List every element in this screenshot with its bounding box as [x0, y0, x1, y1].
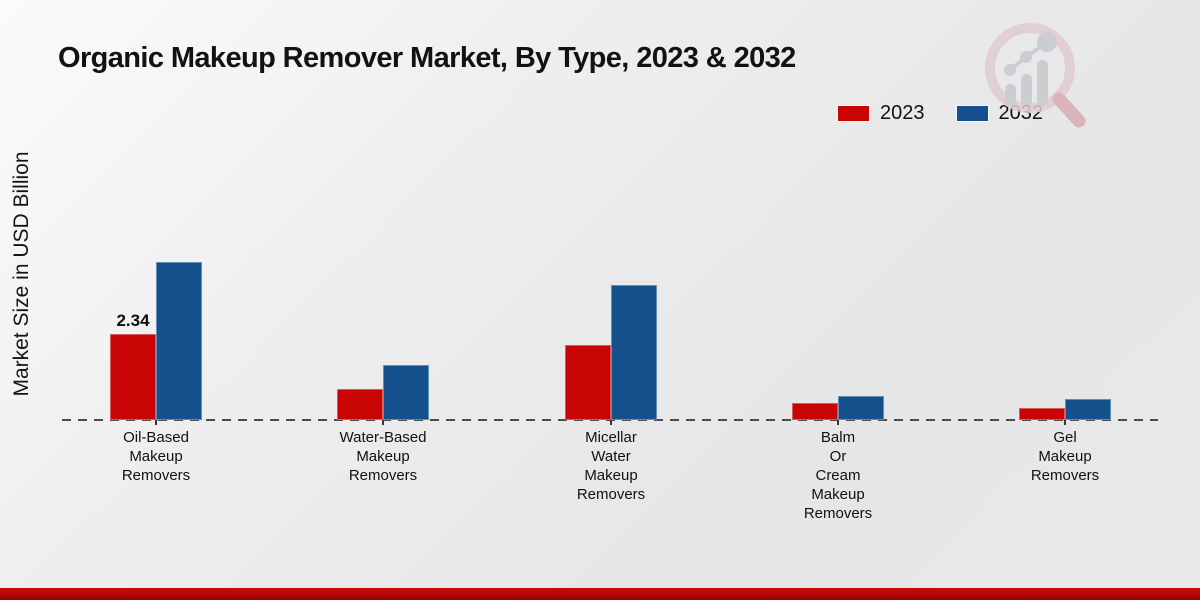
bar-2032-oil-based-makeup-removers	[156, 262, 202, 420]
magnifier-chart-logo-icon	[985, 23, 1086, 128]
bar-2023-gel-makeup-removers	[1019, 408, 1065, 420]
category-label-gel-makeup-removers: Gel Makeup Removers	[1030, 429, 1100, 484]
chart-title: Organic Makeup Remover Market, By Type, …	[58, 42, 796, 74]
axis-tick-water-based-makeup-removers	[382, 420, 384, 425]
footer-accent-bar	[0, 588, 1200, 600]
axis-tick-micellar-water-makeup-removers	[610, 420, 612, 425]
bar-2023-oil-based-makeup-removers	[110, 334, 156, 420]
category-label-water-based-makeup-removers: Water-Based Makeup Removers	[339, 429, 427, 484]
bar-2023-micellar-water-makeup-removers	[565, 345, 611, 420]
legend-swatch-2032-icon	[956, 106, 988, 121]
legend-swatch-2023-icon	[838, 106, 869, 121]
axis-tick-gel-makeup-removers	[1064, 420, 1066, 425]
axis-tick-balm-or-cream-makeup-removers	[837, 420, 839, 425]
legend-item-2023: 2023	[838, 102, 925, 125]
bar-value-label-2023: 2.34	[116, 311, 150, 330]
category-label-micellar-water-makeup-removers: Micellar Water Makeup Removers	[576, 429, 646, 503]
axis-tick-oil-based-makeup-removers	[155, 420, 157, 425]
bar-2023-water-based-makeup-removers	[337, 389, 383, 420]
bar-2032-water-based-makeup-removers	[383, 365, 429, 420]
bar-2032-balm-or-cream-makeup-removers	[838, 396, 884, 420]
bar-2032-micellar-water-makeup-removers	[611, 285, 657, 420]
bar-2023-balm-or-cream-makeup-removers	[792, 403, 838, 420]
category-label-oil-based-makeup-removers: Oil-Based Makeup Removers	[121, 429, 191, 484]
legend-label-2023: 2023	[880, 102, 925, 124]
bar-2032-gel-makeup-removers	[1065, 399, 1111, 420]
category-label-balm-or-cream-makeup-removers: Balm Or Cream Makeup Removers	[803, 429, 873, 522]
